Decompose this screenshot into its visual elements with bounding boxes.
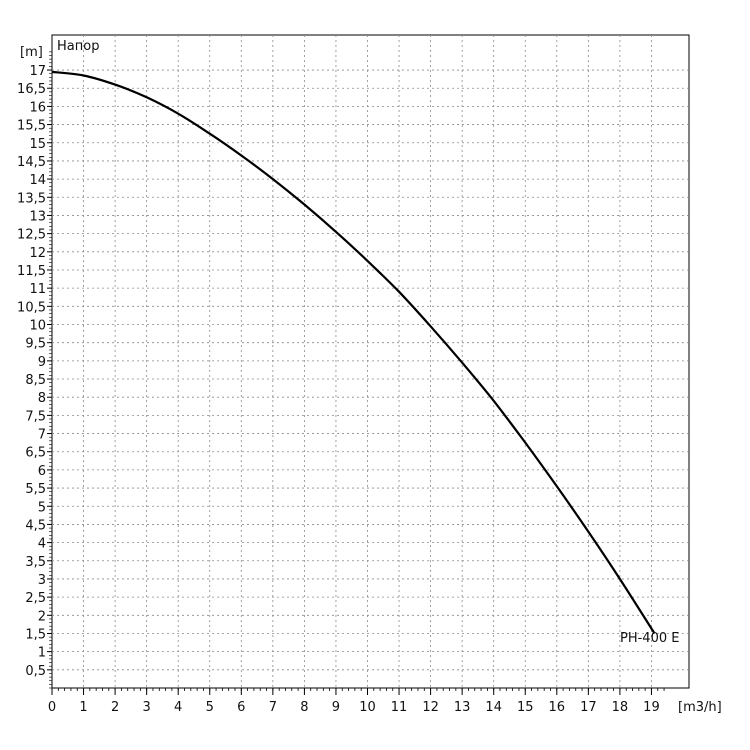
y-tick-label: 1 [38, 646, 46, 661]
y-header-annotation: Напор [57, 39, 99, 54]
y-tick-label: 5 [38, 500, 46, 515]
minor-ticks [47, 51, 665, 695]
y-tick-label: 1,5 [25, 627, 46, 642]
x-tick-label: 19 [643, 700, 660, 715]
y-tick-label: 0,5 [25, 664, 46, 679]
y-axis-labels: 0,511,522,533,544,555,566,577,588,599,51… [17, 64, 46, 679]
x-tick-label: 18 [612, 700, 629, 715]
x-tick-label: 17 [580, 700, 597, 715]
y-tick-label: 10,5 [17, 300, 46, 315]
y-tick-label: 8 [38, 391, 46, 406]
y-tick-label: 16,5 [17, 82, 46, 97]
x-tick-label: 8 [300, 700, 308, 715]
x-tick-label: 12 [422, 700, 439, 715]
x-axis-labels: 0 1 2 3 4 5 6 7 8 9 10 11 12 13 14 15 16 17 18 19 [48, 700, 660, 715]
y-tick-label: 7,5 [25, 409, 46, 424]
x-tick-label: 5 [206, 700, 214, 715]
y-tick-label: 10 [29, 319, 46, 334]
y-tick-label: 17 [29, 64, 46, 79]
y-tick-label: 8,5 [25, 373, 46, 388]
y-tick-label: 11 [29, 282, 46, 297]
x-tick-label: 6 [237, 700, 245, 715]
x-tick-label: 4 [174, 700, 182, 715]
grid [52, 35, 689, 688]
y-tick-label: 14,5 [17, 155, 46, 170]
y-tick-label: 7 [38, 428, 46, 443]
y-tick-label: 13 [29, 209, 46, 224]
y-tick-label: 5,5 [25, 482, 46, 497]
y-tick-label: 2 [38, 609, 46, 624]
y-tick-label: 3,5 [25, 555, 46, 570]
y-tick-label: 2,5 [25, 591, 46, 606]
series-line-ph-400-e [51, 70, 656, 635]
series-label: PH-400 E [620, 631, 679, 646]
x-tick-label: 10 [359, 700, 376, 715]
y-tick-label: 16 [29, 100, 46, 115]
x-tick-label: 2 [111, 700, 119, 715]
x-tick-label: 16 [549, 700, 566, 715]
x-tick-label: 11 [391, 700, 408, 715]
x-axis-label: [m3/h] [678, 700, 722, 715]
x-tick-label: 15 [517, 700, 534, 715]
y-tick-label: 4,5 [25, 518, 46, 533]
y-tick-label: 3 [38, 573, 46, 588]
y-tick-label: 12,5 [17, 228, 46, 243]
y-tick-label: 11,5 [17, 264, 46, 279]
y-tick-label: 6 [38, 464, 46, 479]
plot-area [51, 34, 690, 689]
y-tick-label: 4 [38, 537, 46, 552]
x-tick-label: 7 [269, 700, 277, 715]
y-tick-label: 12 [29, 246, 46, 261]
y-tick-label: 15,5 [17, 119, 46, 134]
x-tick-label: 13 [454, 700, 471, 715]
y-tick-label: 14 [29, 173, 46, 188]
y-tick-label: 6,5 [25, 446, 46, 461]
y-tick-label: 9 [38, 355, 46, 370]
x-tick-label: 14 [485, 700, 502, 715]
y-tick-label: 13,5 [17, 191, 46, 206]
y-axis-label: [m] [20, 45, 43, 60]
x-tick-label: 0 [48, 700, 56, 715]
y-tick-label: 9,5 [25, 337, 46, 352]
y-tick-label: 15 [29, 137, 46, 152]
x-tick-label: 9 [332, 700, 340, 715]
x-tick-label: 3 [143, 700, 151, 715]
x-tick-label: 1 [79, 700, 87, 715]
